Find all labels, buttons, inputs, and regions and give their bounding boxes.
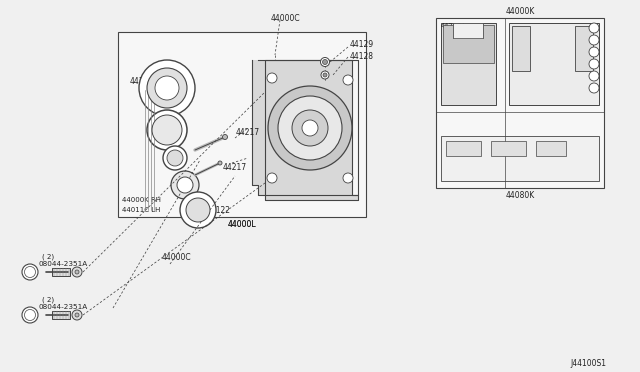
Circle shape bbox=[323, 73, 327, 77]
Circle shape bbox=[72, 310, 82, 320]
Text: 44000K RH: 44000K RH bbox=[122, 197, 161, 203]
Circle shape bbox=[163, 146, 187, 170]
Circle shape bbox=[589, 47, 599, 57]
Text: 44000K: 44000K bbox=[506, 6, 534, 16]
Circle shape bbox=[171, 171, 199, 199]
Text: ( 2): ( 2) bbox=[42, 297, 54, 303]
Circle shape bbox=[147, 110, 187, 150]
Circle shape bbox=[223, 135, 227, 140]
Circle shape bbox=[22, 307, 38, 323]
Bar bbox=[491, 141, 526, 156]
Text: 08044-2351A: 08044-2351A bbox=[38, 261, 87, 267]
Bar bbox=[52, 268, 70, 276]
Text: 44217A: 44217A bbox=[456, 32, 482, 38]
Polygon shape bbox=[252, 60, 358, 200]
Bar bbox=[575, 26, 593, 71]
Circle shape bbox=[24, 310, 35, 321]
Circle shape bbox=[72, 267, 82, 277]
Circle shape bbox=[155, 76, 179, 100]
Bar bbox=[441, 23, 496, 105]
Text: 44000C: 44000C bbox=[162, 253, 191, 263]
Text: J44100S1: J44100S1 bbox=[570, 359, 606, 369]
Bar bbox=[446, 141, 481, 156]
Circle shape bbox=[180, 192, 216, 228]
Circle shape bbox=[323, 60, 328, 64]
Circle shape bbox=[589, 59, 599, 69]
Circle shape bbox=[75, 313, 79, 317]
Text: 44080K: 44080K bbox=[506, 190, 534, 199]
Circle shape bbox=[267, 173, 277, 183]
Text: 44128: 44128 bbox=[350, 51, 374, 61]
Bar bbox=[52, 311, 70, 319]
Text: ( 2): ( 2) bbox=[42, 254, 54, 260]
Text: 44000L: 44000L bbox=[228, 219, 256, 228]
Circle shape bbox=[343, 173, 353, 183]
Text: B: B bbox=[28, 269, 33, 275]
Circle shape bbox=[24, 266, 35, 278]
Text: 44217A: 44217A bbox=[441, 23, 467, 29]
Circle shape bbox=[147, 68, 187, 108]
Bar bbox=[441, 136, 599, 181]
Circle shape bbox=[302, 120, 318, 136]
Bar bbox=[443, 25, 494, 63]
Circle shape bbox=[278, 96, 342, 160]
Circle shape bbox=[167, 150, 183, 166]
Text: 44122: 44122 bbox=[130, 77, 154, 86]
Circle shape bbox=[589, 83, 599, 93]
Bar bbox=[512, 26, 530, 71]
Text: 44129: 44129 bbox=[350, 39, 374, 48]
Text: 44000C: 44000C bbox=[271, 13, 301, 22]
Circle shape bbox=[589, 23, 599, 33]
Circle shape bbox=[186, 198, 210, 222]
Circle shape bbox=[343, 75, 353, 85]
Circle shape bbox=[589, 35, 599, 45]
Text: 44217: 44217 bbox=[236, 128, 260, 137]
Circle shape bbox=[218, 161, 222, 165]
Circle shape bbox=[22, 264, 38, 280]
Text: 44011C LH: 44011C LH bbox=[122, 207, 161, 213]
Text: 44122: 44122 bbox=[207, 205, 231, 215]
Bar bbox=[118, 32, 366, 217]
Circle shape bbox=[152, 115, 182, 145]
Bar bbox=[509, 23, 599, 105]
Text: 44217: 44217 bbox=[223, 163, 247, 171]
Text: 44000L: 44000L bbox=[228, 219, 256, 228]
Bar bbox=[453, 23, 483, 38]
Circle shape bbox=[267, 73, 277, 83]
Circle shape bbox=[268, 86, 352, 170]
Circle shape bbox=[139, 60, 195, 116]
Circle shape bbox=[75, 270, 79, 274]
Circle shape bbox=[589, 71, 599, 81]
Bar bbox=[436, 18, 604, 188]
Circle shape bbox=[177, 177, 193, 193]
Text: 08044-2351A: 08044-2351A bbox=[38, 304, 87, 310]
Circle shape bbox=[321, 71, 329, 79]
Text: B: B bbox=[28, 312, 33, 317]
Bar bbox=[536, 141, 566, 156]
Circle shape bbox=[292, 110, 328, 146]
Circle shape bbox=[321, 58, 330, 67]
